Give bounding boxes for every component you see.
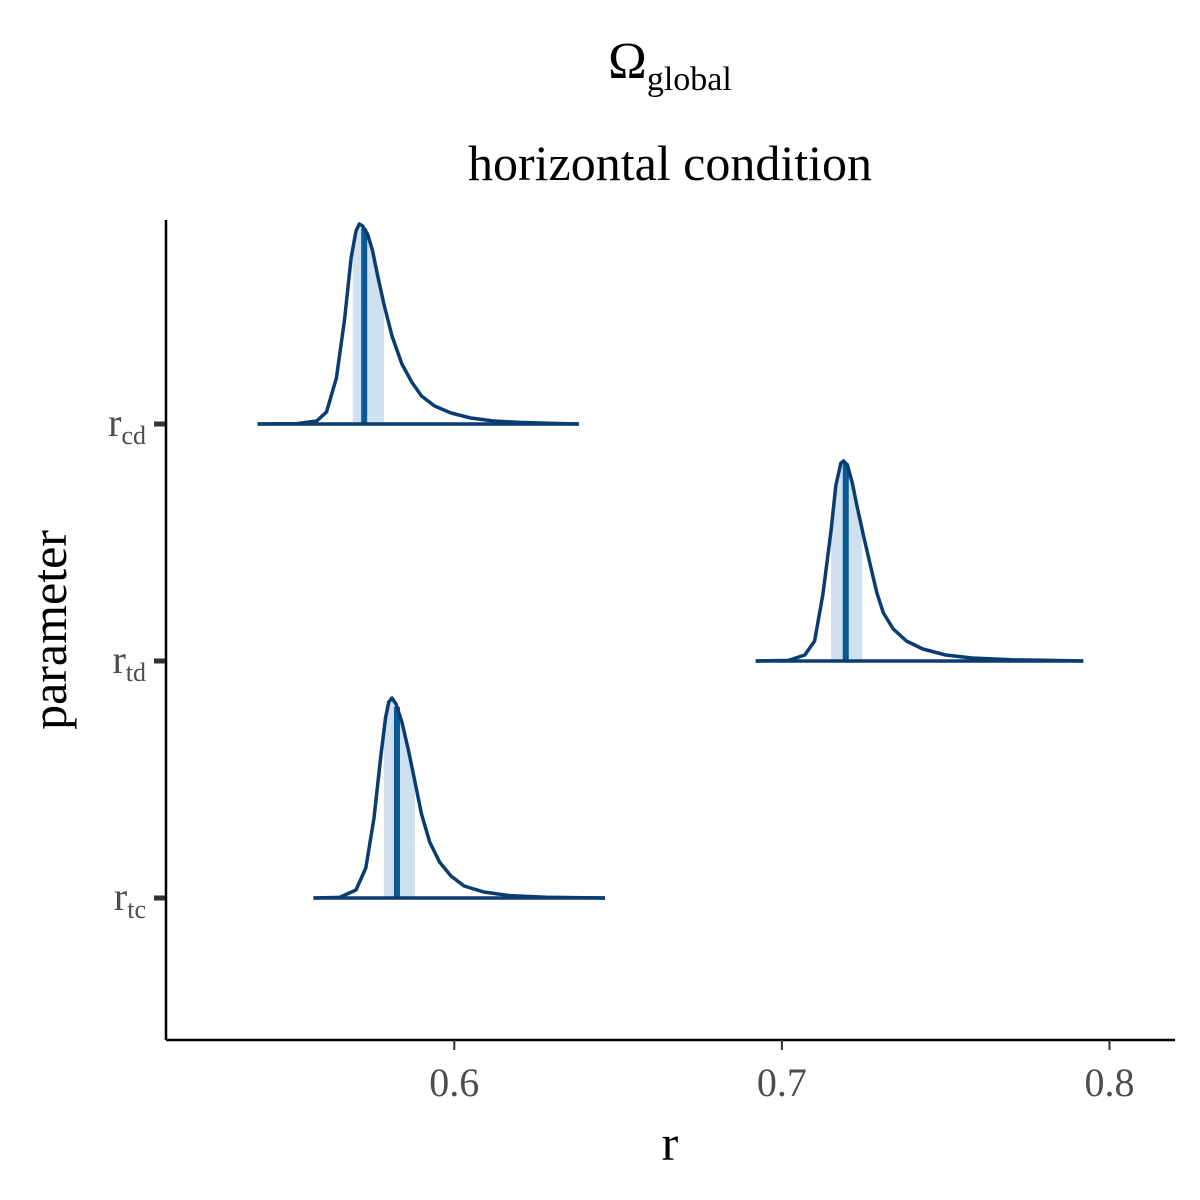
y-tick-label-main: r (112, 637, 125, 682)
y-tick-label-main: r (114, 874, 127, 919)
density-curve-cd (257, 222, 579, 426)
x-tick-label: 0.7 (757, 1060, 807, 1105)
density-series-td (755, 459, 1084, 663)
chart-title: Ωglobal (608, 33, 732, 98)
density-curve-tc (313, 696, 606, 900)
y-tick-label-sub: cd (121, 421, 146, 450)
y-tick-label-sub: tc (127, 895, 146, 924)
x-tick-label: 0.8 (1084, 1060, 1134, 1105)
credible-interval-cd (352, 224, 384, 424)
y-tick-label-sub: td (126, 658, 146, 687)
x-axis-title: r (662, 1115, 679, 1171)
y-tick-label-td: rtd (112, 637, 146, 687)
y-tick-label-tc: rtc (114, 874, 146, 924)
density-series-cd (257, 222, 579, 426)
x-tick-label: 0.6 (429, 1060, 479, 1105)
density-series-tc (313, 696, 606, 900)
density-curve-td (755, 459, 1084, 663)
y-tick-label-main: r (108, 400, 121, 445)
y-axis-title: parameter (21, 530, 77, 730)
y-tick-label-cd: rcd (108, 400, 146, 450)
plot-area (257, 222, 1084, 900)
chart-subtitle: horizontal condition (468, 135, 872, 191)
